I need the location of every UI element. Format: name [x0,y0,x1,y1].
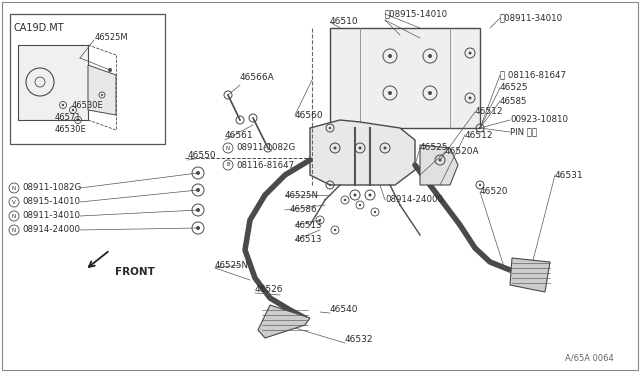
Circle shape [438,158,442,161]
Circle shape [108,68,112,72]
Text: N: N [12,228,16,232]
Text: 46525N: 46525N [285,190,319,199]
Text: 46586: 46586 [290,205,317,215]
Circle shape [388,91,392,95]
Circle shape [353,193,356,196]
Text: 46525N: 46525N [215,260,249,269]
Circle shape [344,199,346,201]
Bar [10,14,165,144]
Text: 46585: 46585 [500,96,527,106]
Circle shape [479,127,481,129]
Circle shape [468,96,472,99]
Text: 46540: 46540 [330,305,358,314]
Text: 46512: 46512 [465,131,493,140]
Text: 46510: 46510 [330,17,358,26]
Text: 46513: 46513 [295,235,323,244]
Circle shape [358,147,362,150]
Polygon shape [258,305,310,338]
Text: 08914-24000: 08914-24000 [22,225,80,234]
Circle shape [428,54,432,58]
Text: 46525: 46525 [420,144,449,153]
Circle shape [468,51,472,55]
Text: PIN ピン: PIN ピン [510,128,537,137]
Circle shape [196,208,200,212]
Text: 08911-1082G: 08911-1082G [236,144,295,153]
Polygon shape [510,258,550,292]
Text: 46530E: 46530E [72,100,104,109]
Text: 08914-24000: 08914-24000 [385,196,443,205]
Text: 08911-34010: 08911-34010 [22,212,80,221]
Circle shape [196,171,200,175]
Polygon shape [420,145,458,185]
Text: 46525M: 46525M [95,33,129,42]
Text: 46520A: 46520A [445,148,479,157]
Text: 46566A: 46566A [240,74,275,83]
Text: N: N [226,145,230,151]
Text: ⓝ08915-14010: ⓝ08915-14010 [385,10,448,19]
Text: 46532: 46532 [345,336,374,344]
Text: N: N [12,214,16,218]
Circle shape [374,211,376,213]
Text: 46526: 46526 [255,285,284,295]
Circle shape [72,109,74,111]
Text: FRONT: FRONT [115,267,155,277]
Text: 46531: 46531 [555,170,584,180]
Circle shape [329,127,332,129]
Circle shape [319,219,321,221]
Text: 46561: 46561 [225,131,253,140]
Circle shape [359,204,361,206]
Bar [18,45,88,120]
Text: 46513: 46513 [295,221,323,230]
Text: N: N [12,186,16,190]
Text: V: V [12,199,16,205]
Circle shape [333,147,337,150]
Circle shape [196,226,200,230]
Circle shape [101,94,103,96]
Circle shape [479,184,481,186]
Text: 08116-81647: 08116-81647 [236,160,294,170]
Text: 46571: 46571 [55,113,81,122]
Text: CA19D.MT: CA19D.MT [14,23,65,33]
Text: 46530E: 46530E [55,125,87,135]
Circle shape [77,119,79,121]
Text: 46512: 46512 [475,108,504,116]
Text: ⓝ08911-34010: ⓝ08911-34010 [500,13,563,22]
Polygon shape [310,120,415,185]
Text: A/65A 0064: A/65A 0064 [565,353,614,362]
Circle shape [334,229,336,231]
Text: 46550: 46550 [188,151,216,160]
Text: 08915-14010: 08915-14010 [22,198,80,206]
Circle shape [383,147,387,150]
Circle shape [428,91,432,95]
Circle shape [329,184,332,186]
Text: 08911-1082G: 08911-1082G [22,183,81,192]
Bar [330,28,480,128]
Text: 46525: 46525 [500,83,529,93]
Text: B: B [226,163,230,167]
Circle shape [196,188,200,192]
Polygon shape [88,65,116,115]
Text: Ⓑ 08116-81647: Ⓑ 08116-81647 [500,71,566,80]
Circle shape [388,54,392,58]
Text: 46520: 46520 [480,187,509,196]
Circle shape [369,193,371,196]
Text: 46560: 46560 [295,110,324,119]
Text: 00923-10810: 00923-10810 [510,115,568,125]
Circle shape [62,104,64,106]
